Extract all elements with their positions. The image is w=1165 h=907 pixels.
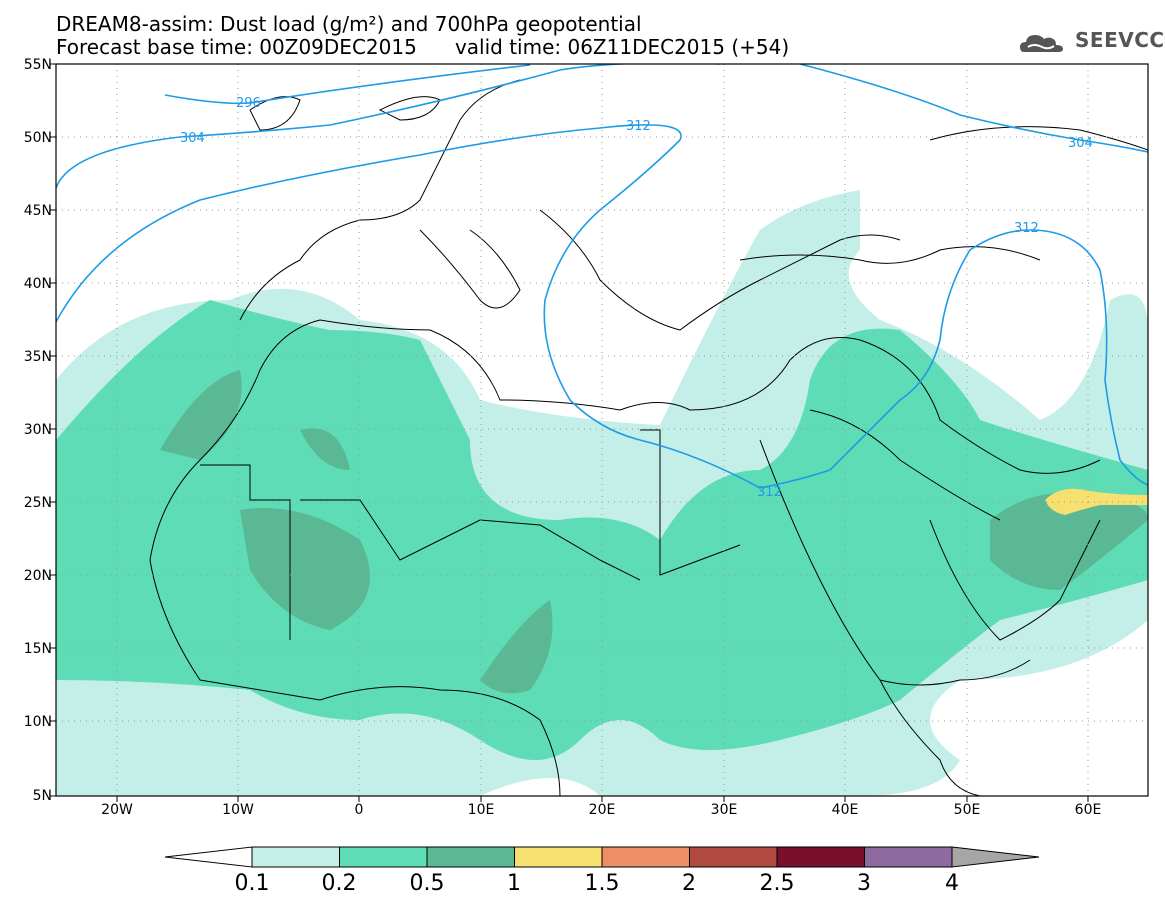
- colorbar-label-3: 3: [857, 871, 871, 896]
- colorbar-box: [251, 846, 340, 868]
- lat-label-40n: 40N: [24, 276, 52, 292]
- colorbar-label-0.5: 0.5: [409, 871, 445, 896]
- map-title: DREAM8-assim: Dust load (g/m²) and 700hP…: [56, 12, 642, 36]
- coastlines: [149, 79, 1148, 796]
- colorbar-label-2: 2: [682, 871, 696, 896]
- lat-label-20n: 20N: [24, 568, 52, 584]
- lon-label-30e: 30E: [711, 802, 738, 818]
- colorbar-under-triangle: [164, 846, 253, 868]
- lat-label-50n: 50N: [24, 130, 52, 146]
- colorbar-box: [689, 846, 778, 868]
- lat-label-55n: 55N: [24, 57, 52, 73]
- contour-label-312-south: 312: [757, 485, 782, 500]
- contour-label-296: 296: [236, 96, 261, 111]
- latitude-labels: 55N 50N 45N 40N 35N 30N 25N 20N 15N 10N …: [24, 57, 52, 804]
- lon-label-20e: 20E: [589, 802, 616, 818]
- lon-label-40e: 40E: [832, 802, 859, 818]
- colorbar: [164, 846, 1040, 868]
- lat-label-45n: 45N: [24, 203, 52, 219]
- lon-label-10w: 10W: [222, 802, 254, 818]
- colorbar-label-0.2: 0.2: [321, 871, 357, 896]
- longitude-labels: 20W 10W 0 10E 20E 30E 40E 50E 60E: [101, 802, 1101, 818]
- geopotential-contours: [56, 64, 1148, 489]
- dust-region-medium: [56, 300, 1148, 760]
- colorbar-label-2.5: 2.5: [759, 871, 795, 896]
- lon-label-60e: 60E: [1075, 802, 1102, 818]
- lat-label-25n: 25N: [24, 495, 52, 511]
- lat-label-30n: 30N: [24, 422, 52, 438]
- lat-label-10n: 10N: [24, 714, 52, 730]
- logo-text: SEEVCCC: [1075, 28, 1165, 52]
- contour-label-304-west: 304: [180, 131, 205, 146]
- colorbar-box: [426, 846, 515, 868]
- lat-label-35n: 35N: [24, 349, 52, 365]
- lon-label-20w: 20W: [101, 802, 133, 818]
- graticule: [56, 64, 1148, 796]
- colorbar-box: [776, 846, 865, 868]
- colorbar-label-1: 1: [507, 871, 521, 896]
- colorbar-label-4: 4: [945, 871, 959, 896]
- contour-label-312-north: 312: [626, 119, 651, 134]
- colorbar-box: [864, 846, 953, 868]
- dust-region-peak: [1045, 488, 1148, 515]
- contour-label-312-east: 312: [1014, 221, 1039, 236]
- map-subtitle-times: Forecast base time: 00Z09DEC2015 valid t…: [56, 35, 790, 59]
- colorbar-box: [339, 846, 428, 868]
- colorbar-box: [514, 846, 603, 868]
- colorbar-over-triangle: [951, 846, 1040, 868]
- contour-label-304-east: 304: [1068, 136, 1093, 151]
- lat-label-5n: 5N: [33, 788, 52, 804]
- colorbar-label-0.1: 0.1: [234, 871, 270, 896]
- lat-label-15n: 15N: [24, 641, 52, 657]
- colorbar-box: [601, 846, 690, 868]
- lon-label-50e: 50E: [954, 802, 981, 818]
- cloud-icon: [1020, 35, 1063, 52]
- colorbar-label-1.5: 1.5: [584, 871, 620, 896]
- lon-label-0: 0: [355, 802, 364, 818]
- lon-label-10e: 10E: [468, 802, 495, 818]
